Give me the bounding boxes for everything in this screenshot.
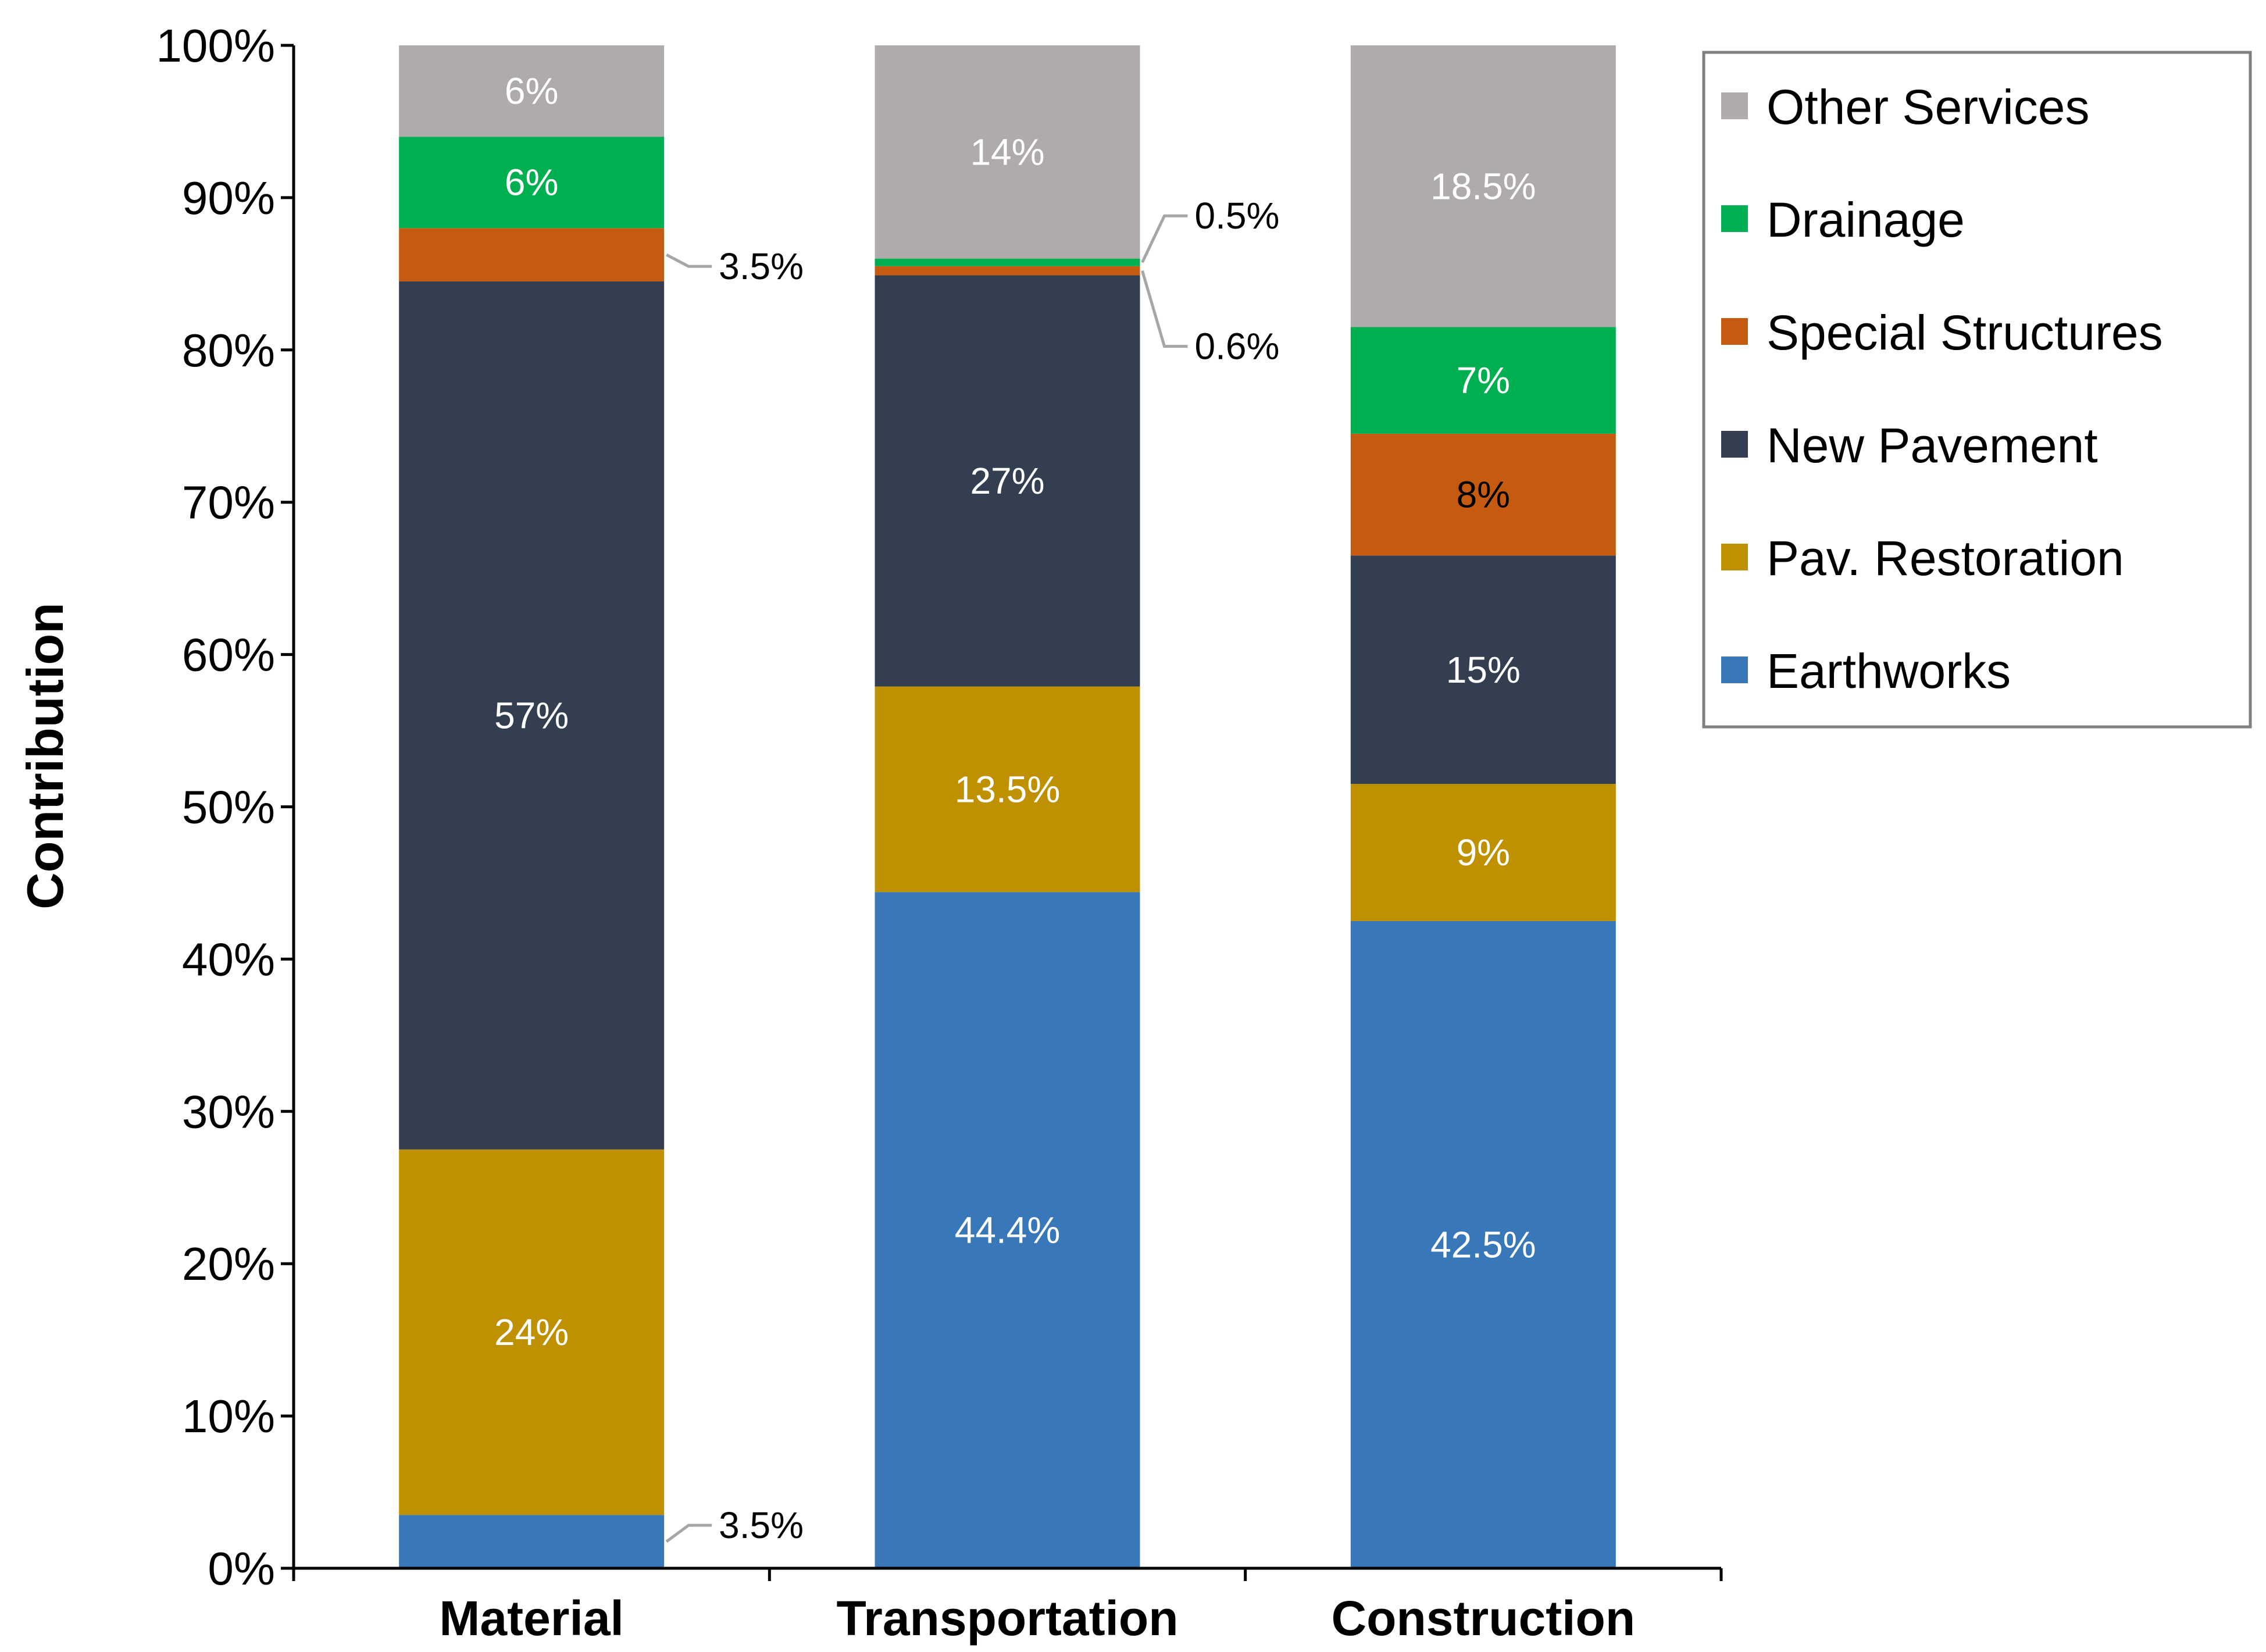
y-tick-label: 30% (182, 1086, 275, 1137)
bar-drainage-material (399, 137, 665, 229)
y-tick-label: 10% (182, 1390, 275, 1442)
data-label-earthworks-construction: 42.5% (1430, 1223, 1536, 1265)
bar-special-structures-material (399, 228, 665, 281)
legend-label-earthworks: Earthworks (1767, 644, 2011, 698)
bar-other-services-construction (1350, 45, 1616, 327)
bar-new-pavement-material (399, 281, 665, 1150)
data-label-other-services-transportation: 14% (970, 131, 1044, 173)
legend-label-special-structures: Special Structures (1767, 305, 2163, 360)
leader-line (1141, 270, 1188, 348)
x-tick-label: Material (439, 1591, 623, 1646)
y-tick-label: 50% (182, 782, 275, 833)
bar-special-structures-transportation (875, 266, 1140, 276)
legend-swatch-earthworks (1721, 656, 1748, 683)
legend-swatch-pav-restoration (1721, 544, 1748, 570)
bar-other-services-transportation (875, 45, 1140, 259)
data-label-other-services-material: 6% (505, 70, 559, 112)
y-tick-label: 60% (182, 629, 275, 681)
bar-pav-restoration-material (399, 1149, 665, 1515)
data-label-earthworks-transportation: 44.4% (955, 1209, 1060, 1251)
bar-pav-restoration-construction (1350, 784, 1616, 921)
legend-box (1702, 51, 2252, 729)
data-label-pav-restoration-material: 24% (494, 1311, 569, 1353)
y-tick-label: 80% (182, 324, 275, 376)
y-tick-label: 20% (182, 1238, 275, 1290)
y-tick-label: 40% (182, 933, 275, 985)
bar-earthworks-transportation (875, 892, 1140, 1568)
y-tick-label: 100% (156, 20, 275, 72)
bar-earthworks-material (399, 1515, 665, 1568)
x-tick-label: Transportation (836, 1591, 1178, 1646)
legend-label-drainage: Drainage (1767, 192, 1965, 247)
leader-line (666, 253, 712, 268)
leader-line (665, 1523, 712, 1543)
legend-swatch-other-services (1721, 92, 1748, 119)
y-tick-label: 70% (182, 477, 275, 529)
data-label-new-pavement-construction: 15% (1446, 649, 1521, 691)
bar-new-pavement-construction (1350, 555, 1616, 784)
data-label-special-structures-transportation: 0.6% (1195, 326, 1280, 367)
bar-drainage-transportation (875, 258, 1140, 266)
axes-layer: 0% 10% 20% 30% 40% 50% 60% 70% 80% 90% 100% Materia… (156, 20, 1723, 1646)
data-label-new-pavement-transportation: 27% (970, 460, 1044, 502)
bar-special-structures-construction (1350, 433, 1616, 556)
legend-label-pav-restoration: Pav. Restoration (1767, 531, 2124, 586)
y-axis-label: Contribution (16, 602, 74, 909)
data-label-pav-restoration-transportation: 13.5% (955, 768, 1060, 810)
data-label-special-structures-material: 3.5% (719, 245, 804, 287)
data-label-pav-restoration-construction: 9% (1457, 832, 1511, 873)
data-label-special-structures-construction: 8% (1457, 474, 1511, 516)
legend: Other Services Drainage Special Structures… (1702, 51, 2252, 729)
bar-drainage-construction (1350, 327, 1616, 434)
bars-layer (399, 45, 1616, 1568)
data-label-new-pavement-material: 57% (494, 694, 569, 736)
legend-swatch-new-pavement (1721, 431, 1748, 458)
legend-swatch-drainage (1721, 205, 1748, 232)
legend-label-other-services: Other Services (1767, 80, 2090, 134)
data-labels-layer: 3.5% 44.4% 42.5% 24% 13.5% 9% 57% 27% 15% 3.5% 0.6… (494, 70, 1536, 1547)
data-label-earthworks-material: 3.5% (719, 1504, 804, 1546)
x-tick-label: Construction (1332, 1591, 1636, 1646)
data-label-other-services-construction: 18.5% (1430, 165, 1536, 207)
data-label-drainage-transportation: 0.5% (1195, 195, 1280, 237)
bar-other-services-material (399, 45, 665, 137)
legend-label-new-pavement: New Pavement (1767, 418, 2098, 473)
bar-pav-restoration-transportation (875, 686, 1140, 893)
data-label-drainage-material: 6% (505, 162, 559, 204)
data-label-drainage-construction: 7% (1457, 359, 1511, 401)
bar-earthworks-construction (1350, 920, 1616, 1568)
legend-swatch-special-structures (1721, 318, 1748, 345)
y-tick-label: 0% (208, 1543, 275, 1594)
leader-line (1141, 214, 1188, 263)
y-tick-label: 90% (182, 172, 275, 224)
bar-new-pavement-transportation (875, 275, 1140, 687)
